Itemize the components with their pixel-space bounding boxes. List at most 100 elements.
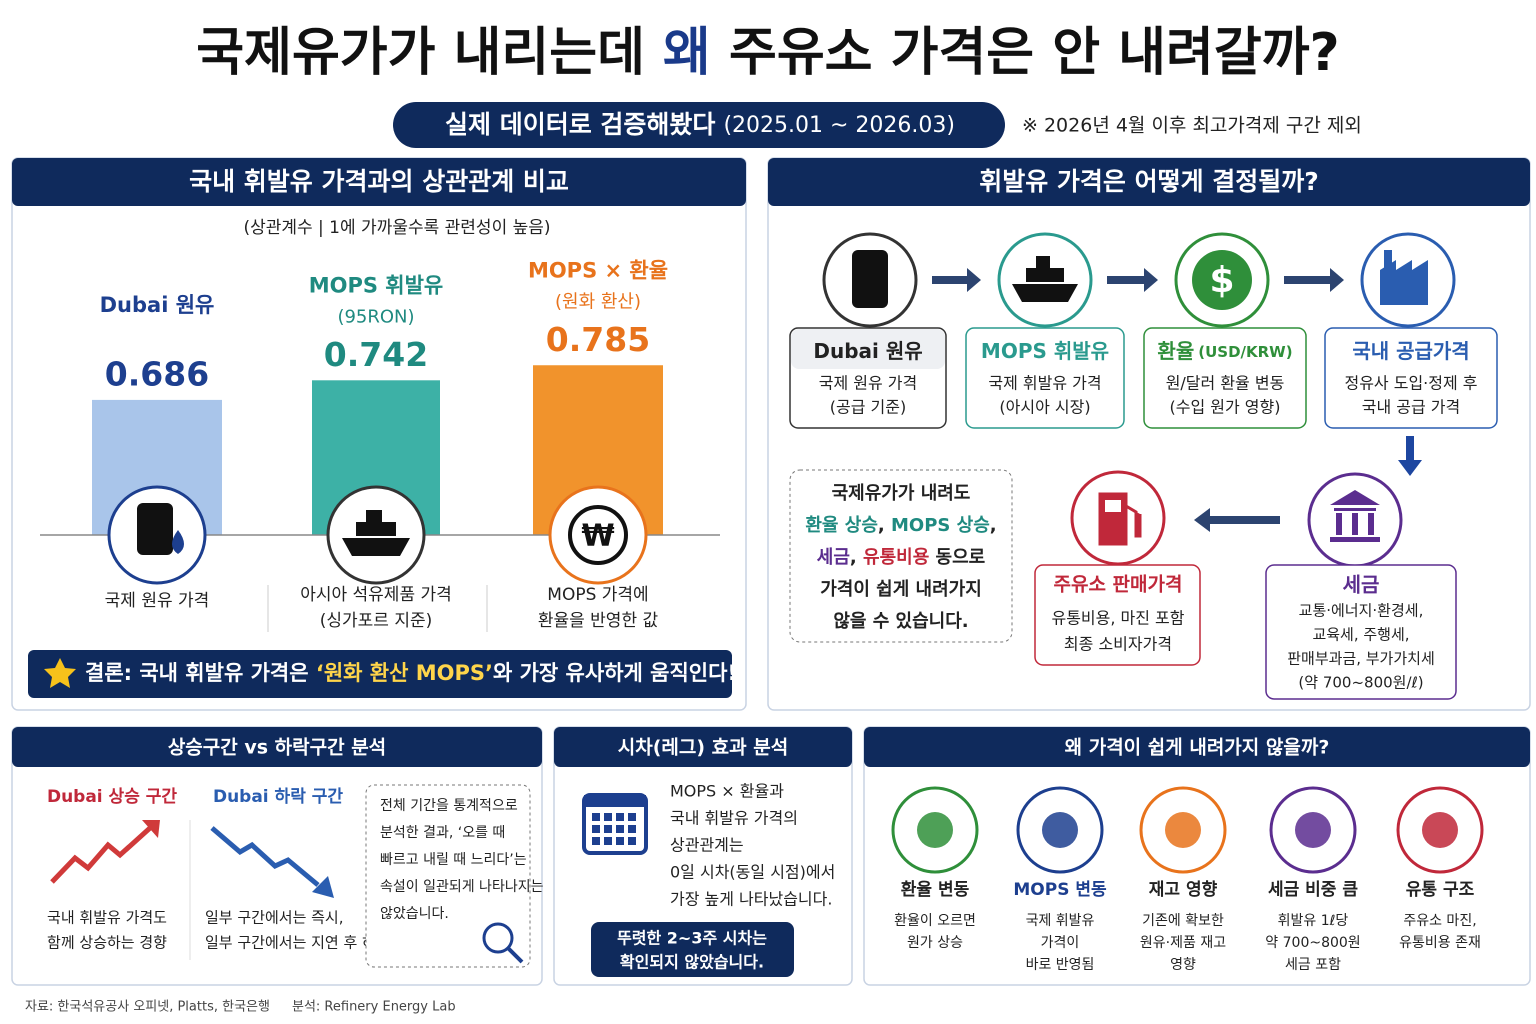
lag-line: 0일 시차(동일 시점)에서	[670, 863, 835, 882]
reason-title: 세금 비중 큼	[1268, 880, 1358, 900]
rise-line	[50, 826, 152, 884]
icon-calendar-cell	[628, 813, 636, 821]
icon-ship	[1012, 256, 1078, 302]
text-segment: MOPS 상승	[891, 515, 990, 536]
conclusion-box	[28, 650, 732, 698]
panel-header	[12, 158, 746, 206]
icon-ring	[548, 485, 648, 585]
note-line: 세금, 유통비용 동으로	[817, 547, 985, 568]
lag-line: 국내 휘발유 가격의	[670, 809, 798, 828]
text-segment: ‘원화 환산 MOPS’	[316, 661, 493, 685]
step-line: (공급 기준)	[830, 398, 906, 417]
reason-line: 약 700~800원	[1265, 935, 1360, 951]
icon-factory	[1380, 250, 1428, 305]
note-box	[789, 469, 1013, 643]
panel-header	[12, 727, 542, 767]
main-title: 국제유가가 내리는데 왜 주유소 가격은 안 내려갈까?	[196, 23, 1339, 83]
icon-calendar-cell	[628, 825, 636, 833]
text-segment: 와 가장 유사하게 움직인다!	[493, 661, 737, 685]
lag-line: 가장 높게 나타났습니다.	[670, 890, 832, 909]
category-note: (95RON)	[337, 306, 414, 327]
subtitle: 실제 데이터로 검증해봤다 (2025.01 ~ 2026.03)	[445, 110, 955, 139]
station-line: 유통비용, 마진 포함	[1051, 609, 1184, 628]
trend-box-line: 않았습니다.	[380, 906, 449, 922]
text-segment: 유통비용	[863, 547, 929, 568]
tax-title: 세금	[1343, 573, 1380, 597]
text-segment: ,	[878, 515, 891, 536]
step-line: 정유사 도입·정제 후	[1344, 374, 1477, 393]
step-title-text: 환율	[1157, 339, 1194, 363]
step-title: 국내 공급가격	[1352, 339, 1469, 363]
text-segment: 환율 상승	[805, 514, 878, 536]
arrow-head	[1398, 460, 1422, 476]
step-title-extra: (USD/KRW)	[1198, 343, 1292, 361]
step-line: 국제 원유 가격	[819, 374, 918, 393]
icon-calendar-cell	[592, 813, 600, 821]
step-title-text: Dubai 원유	[813, 339, 922, 363]
subtitle-pill	[393, 102, 1005, 148]
tax-box	[1265, 564, 1457, 700]
tax-line: 교통·에너지·환경세,	[1299, 602, 1424, 620]
step-line: 국제 휘발유 가격	[988, 374, 1101, 393]
reason-line: 휘발유 1ℓ당	[1278, 913, 1349, 929]
subtitle-period: (2025.01 ~ 2026.03)	[723, 113, 955, 138]
tax-line: (약 700~800원/ℓ)	[1298, 674, 1423, 692]
icon-fill	[1422, 812, 1458, 848]
value-label: 0.742	[324, 335, 428, 374]
note-line: 가격이 쉽게 내려가지	[820, 579, 982, 600]
step-title-text: 국내 공급가격	[1352, 339, 1469, 363]
trend-box-line: 빠르고 내릴 때 느리다’는	[380, 852, 527, 868]
fall-label: Dubai 하락 구간	[213, 787, 343, 807]
step-box	[1324, 327, 1498, 429]
panel-title: 왜 가격이 쉽게 내려가지 않을까?	[1065, 737, 1330, 759]
icon-fill	[1295, 812, 1331, 848]
lag-line: 상관관계는	[670, 836, 744, 855]
panel-title: 휘발유 가격은 어떻게 결정될까?	[979, 167, 1319, 196]
panel-header	[554, 727, 852, 767]
icon-calendar-cell	[604, 825, 612, 833]
note-line: 않을 수 있습니다.	[833, 611, 968, 632]
category-note: (원화 환산)	[555, 291, 641, 312]
reason-line: 세금 포함	[1285, 957, 1341, 973]
icon-calendar-top	[584, 795, 646, 807]
panel-subtitle: (상관계수 | 1에 가까울수록 관련성이 높음)	[243, 218, 550, 238]
category-label: Dubai 원유	[100, 293, 215, 317]
text-segment: 결론: 국내 휘발유 가격은	[85, 661, 316, 685]
reason-line: 바로 반영됨	[1026, 957, 1095, 973]
lag-line: MOPS × 환율과	[670, 782, 784, 801]
rise-label: Dubai 상승 구간	[47, 787, 177, 807]
step-box	[965, 327, 1125, 429]
arrow-head	[1330, 268, 1344, 292]
footer-analysis: 분석: Refinery Energy Lab	[292, 1000, 456, 1015]
trend-box-line: 전체 기간을 통계적으로	[380, 798, 518, 814]
category-label: MOPS × 환율	[528, 258, 668, 282]
reason-line: 가격이	[1041, 935, 1080, 951]
bar-description: MOPS 가격에	[547, 585, 648, 605]
step-title: Dubai 원유	[813, 339, 922, 363]
icon-calendar-cell	[616, 825, 624, 833]
step-title-bg	[791, 329, 945, 369]
arrow-head	[312, 876, 334, 898]
value-label: 0.686	[105, 354, 209, 393]
bar-description: (싱가포르 지준)	[320, 611, 433, 631]
text-segment: 왜	[663, 23, 711, 83]
icon-fill	[1165, 812, 1201, 848]
category-label: MOPS 휘발유	[309, 273, 444, 297]
icon-calendar-cell	[604, 837, 612, 845]
icon-won: ₩	[581, 519, 614, 554]
step-title-text: MOPS 휘발유	[981, 339, 1109, 363]
pump-window	[1105, 500, 1121, 512]
header-note: ※ 2026년 4월 이후 최고가격제 구간 제외	[1022, 115, 1362, 137]
text-segment: 주유소 가격은 안 내려갈까?	[711, 23, 1340, 83]
icon-barrel	[852, 250, 888, 308]
panel-title: 시차(레그) 효과 분석	[618, 737, 788, 759]
fall-line-text: 일부 구간에서는 지연 후 하락	[205, 934, 390, 952]
lag-pill-line: 뚜렷한 2~3주 시차는	[617, 929, 767, 948]
step-line: (수입 원가 영향)	[1170, 398, 1281, 417]
lag-pill	[591, 922, 794, 977]
step-line: (아시아 시장)	[999, 398, 1090, 417]
rise-line-text: 국내 휘발유 가격도	[47, 909, 167, 927]
text-segment: 않을 수 있습니다.	[833, 611, 968, 632]
trend-box-line: 속설이 일관되게 나타나지는	[380, 879, 544, 895]
